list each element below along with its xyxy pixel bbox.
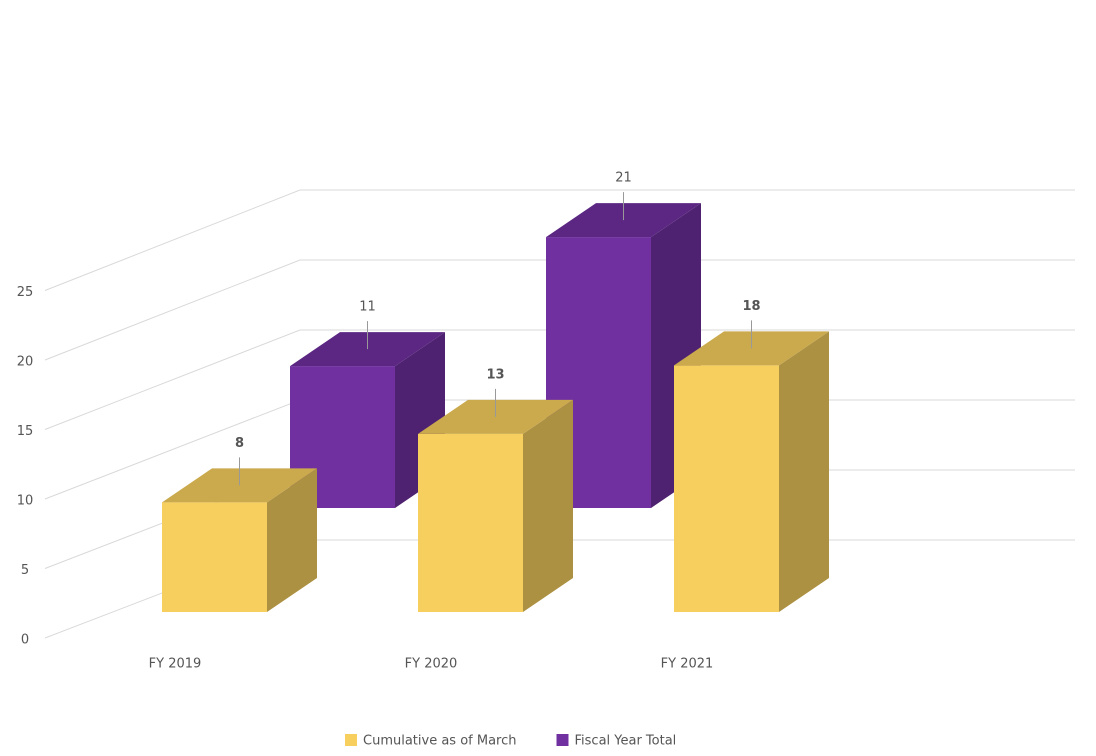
y-tick-label: 20: [17, 355, 34, 370]
x-tick-label: FY 2020: [405, 657, 458, 672]
data-label: 8: [235, 436, 244, 451]
grid-line: [44, 189, 1075, 291]
legend-label: Fiscal Year Total: [575, 734, 677, 749]
bar: [418, 399, 573, 612]
y-tick-label: 5: [21, 563, 29, 578]
data-label: 13: [486, 367, 504, 382]
bar: [674, 331, 829, 612]
x-tick-label: FY 2021: [661, 657, 714, 672]
bar-front: [162, 502, 267, 612]
y-tick-label: 0: [21, 633, 29, 648]
y-tick-label: 10: [17, 494, 34, 509]
data-label: 21: [615, 171, 632, 186]
data-label: 18: [742, 299, 760, 314]
bar-front: [418, 433, 523, 612]
bar: [162, 468, 317, 612]
bar-front: [674, 365, 779, 612]
legend-swatch: [345, 734, 357, 746]
bar-side: [779, 331, 829, 612]
x-tick-label: FY 2019: [149, 657, 202, 672]
bar-side: [523, 399, 573, 612]
bar-side: [267, 468, 317, 612]
grid-line: [44, 329, 1075, 430]
data-label: 11: [359, 300, 376, 315]
y-tick-label: 25: [17, 285, 34, 300]
y-tick-label: 15: [17, 424, 34, 439]
legend-swatch: [556, 734, 569, 746]
grid-line: [44, 259, 1075, 361]
bar: [290, 332, 445, 508]
legend-label: Cumulative as of March: [363, 734, 517, 749]
